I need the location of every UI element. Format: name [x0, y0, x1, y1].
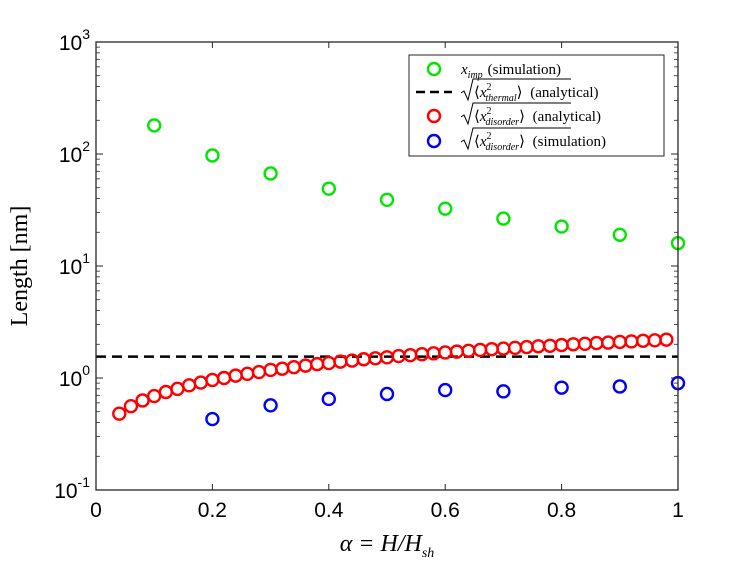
x-axis: 0 0.2 0.4 0.6 0.8 1	[90, 42, 684, 522]
series-0-point	[496, 211, 511, 226]
legend-label: ⟨x2 disorder⟩ (analytical)	[474, 106, 601, 128]
y-axis-label: Length [nm]	[7, 206, 33, 327]
legend-sqrt-sign	[460, 127, 571, 151]
series-0-point	[321, 181, 336, 196]
series-0-point	[612, 227, 627, 242]
legend-marker-circle	[426, 108, 442, 124]
series-3-point	[379, 386, 395, 402]
legend-label: ximp (simulation)	[460, 62, 561, 81]
series-2-point	[123, 399, 139, 414]
y-tick-label: 100	[59, 362, 90, 391]
series-3-point	[438, 382, 453, 398]
legend-sqrt-sign	[460, 102, 571, 126]
plot-area	[96, 118, 686, 427]
legend-marker-circle	[426, 133, 442, 149]
series-3-point	[496, 384, 511, 399]
y-tick-label: 101	[59, 250, 90, 279]
y-tick-label: 10-1	[54, 474, 90, 503]
legend-marker-circle	[426, 61, 442, 77]
x-tick-label: 0.8	[547, 499, 576, 522]
series-2-point	[112, 406, 127, 421]
y-tick-label: 103	[59, 26, 90, 55]
series-0-point	[205, 148, 220, 163]
legend-box	[408, 54, 665, 157]
legend: ximp (simulation)⟨x2 thermal⟩ (analytical)…	[408, 54, 665, 157]
series-0-point	[263, 166, 278, 181]
x-tick-label: 0.6	[431, 499, 460, 522]
x-tick-label: 0.4	[314, 499, 344, 522]
series-3-point	[554, 380, 569, 395]
x-tick-label: 1	[672, 499, 684, 522]
series-2-point	[659, 332, 674, 347]
series-3-point	[263, 398, 278, 413]
x-tick-label: 0.2	[198, 499, 227, 522]
series-0-point	[438, 201, 453, 216]
series-0-point	[554, 219, 569, 234]
series-0-point	[379, 192, 395, 208]
series-0-point	[146, 118, 162, 133]
series-3-point	[321, 391, 336, 407]
series-3-point	[612, 379, 627, 394]
x-axis-label: α = H/Hsh	[340, 531, 435, 561]
y-axis: 10-1 100 101 102 103	[54, 26, 678, 503]
legend-sqrt-sign	[460, 78, 571, 102]
axes-frame	[95, 41, 679, 491]
x-tick-label: 0	[90, 499, 102, 522]
legend-label: ⟨x2 disorder⟩ (simulation)	[474, 131, 606, 153]
y-tick-label: 102	[59, 138, 90, 167]
legend-label: ⟨x2 thermal⟩ (analytical)	[474, 82, 599, 104]
series-3-point	[205, 411, 220, 427]
